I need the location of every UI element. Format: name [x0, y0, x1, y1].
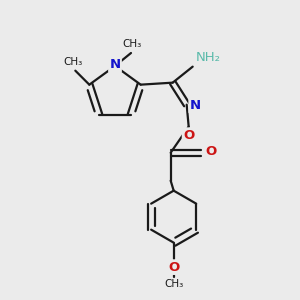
Text: CH₃: CH₃ [164, 279, 183, 289]
Text: CH₃: CH₃ [122, 39, 142, 49]
Text: O: O [183, 129, 194, 142]
Text: N: N [190, 99, 201, 112]
Text: CH₃: CH₃ [64, 57, 83, 67]
Text: NH₂: NH₂ [196, 51, 221, 64]
Text: O: O [168, 261, 179, 274]
Text: O: O [206, 145, 217, 158]
Text: N: N [110, 58, 121, 71]
